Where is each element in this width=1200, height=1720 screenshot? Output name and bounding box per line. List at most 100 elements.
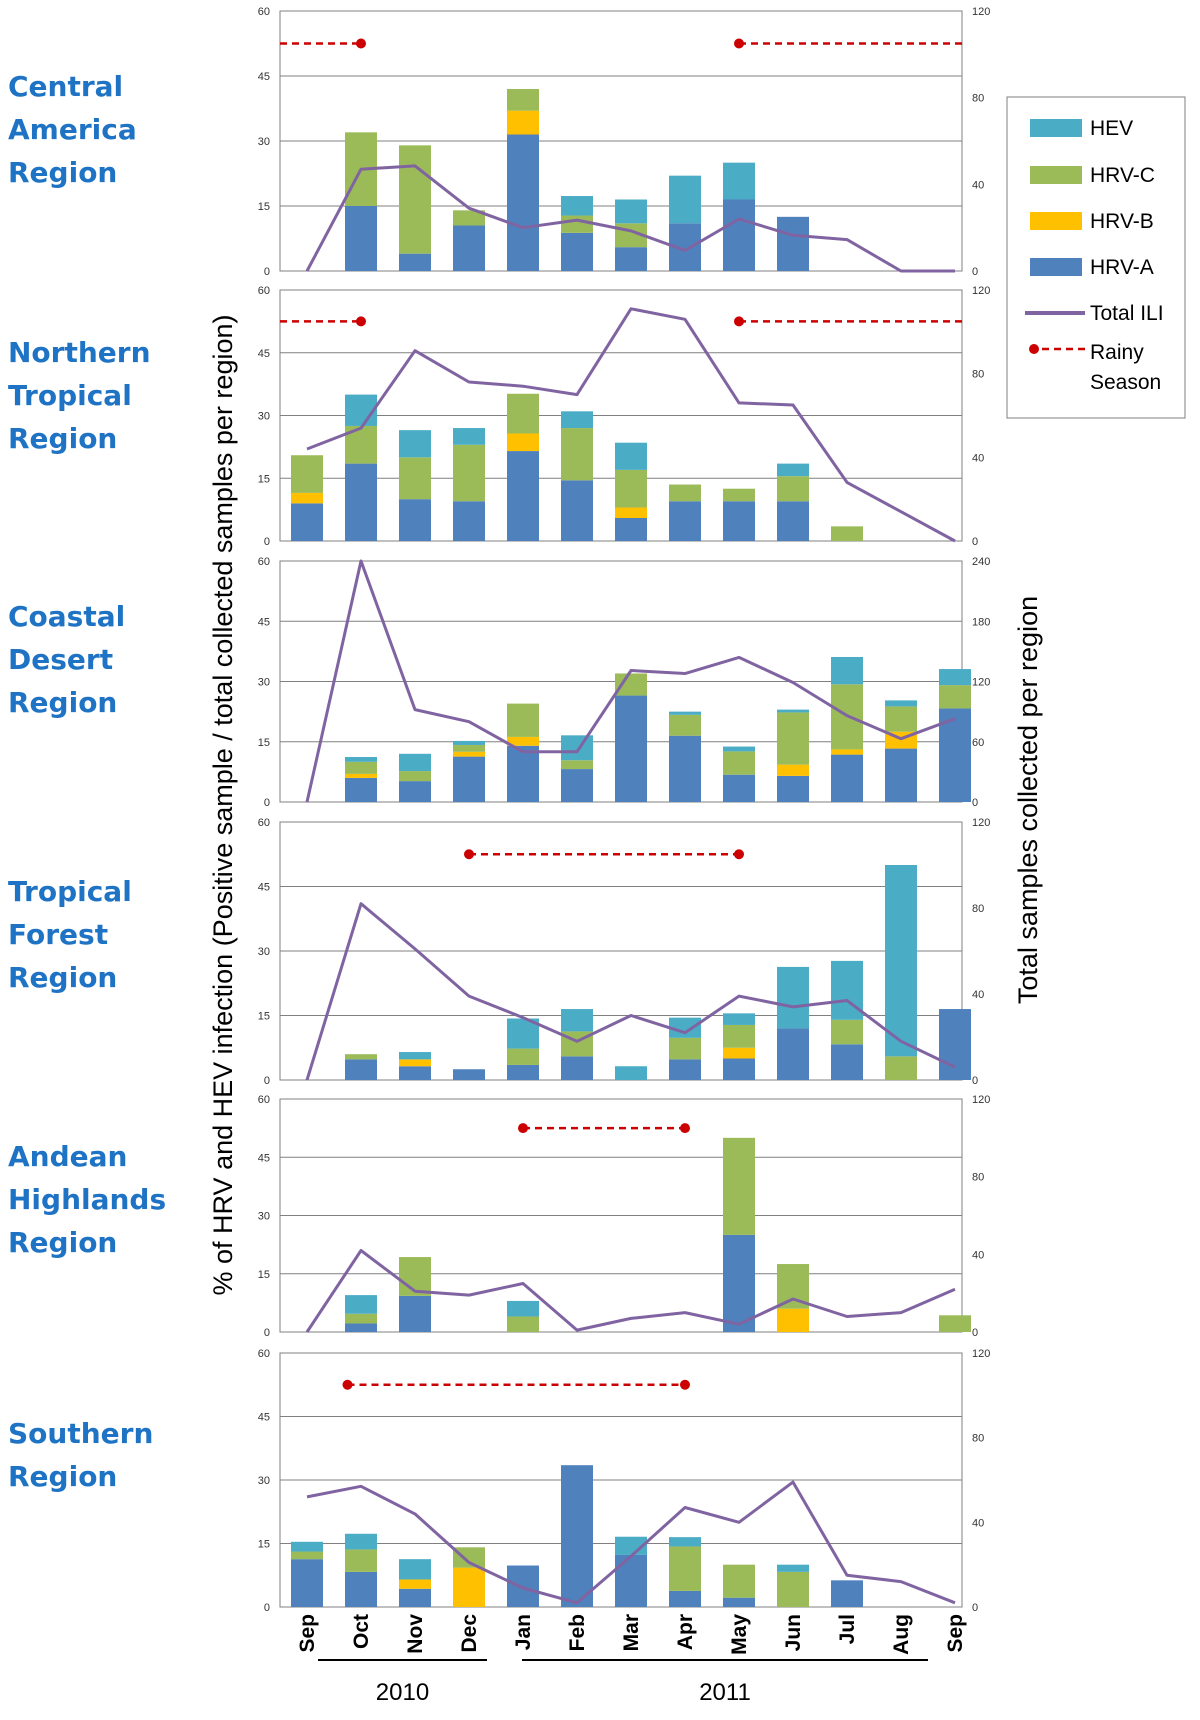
bar-hrv-a-0 xyxy=(291,1559,323,1607)
region-label: Andean xyxy=(8,1140,127,1173)
bar-hrv-c-10 xyxy=(831,526,863,541)
bar-hev-6 xyxy=(615,442,647,470)
chart-panels: 0 15 30 45 60 0 40 80 120 Central America Region 0 15… xyxy=(8,6,990,1614)
legend: HEV HRV-C HRV-B HRV-A Total ILI Rainy Season xyxy=(1006,96,1186,419)
bar-hev-4 xyxy=(507,1300,539,1317)
bar-hev-6 xyxy=(615,199,647,224)
year-label: 2010 xyxy=(376,1679,429,1706)
bar-hrv-c-4 xyxy=(507,89,539,111)
y2-tick-label: 120 xyxy=(972,285,990,297)
rainy-season-marker xyxy=(342,1379,353,1390)
bar-hrv-a-2 xyxy=(399,781,431,802)
bar-hev-3 xyxy=(453,428,485,445)
bar-hrv-c-8 xyxy=(723,488,755,502)
y-tick-label: 0 xyxy=(264,1327,270,1339)
bar-hev-8 xyxy=(723,1013,755,1025)
bar-hrv-c-9 xyxy=(777,1571,809,1607)
bar-hev-5 xyxy=(561,1009,593,1032)
bar-hrv-c-4 xyxy=(507,1048,539,1065)
bar-hrv-a-3 xyxy=(453,501,485,541)
bar-hrv-a-0 xyxy=(291,503,323,541)
y-tick-label: 0 xyxy=(264,536,270,548)
bar-hrv-b-9 xyxy=(777,764,809,776)
y-tick-label: 15 xyxy=(258,1011,270,1023)
y-tick-label: 60 xyxy=(258,817,270,829)
region-label: Region xyxy=(8,686,117,719)
bar-hrv-c-1 xyxy=(345,1054,377,1060)
bar-hrv-b-2 xyxy=(399,1579,431,1589)
bar-hrv-c-4 xyxy=(507,1316,539,1332)
rainy-season-marker xyxy=(356,38,366,49)
bar-hev-2 xyxy=(399,1559,431,1580)
bar-hev-5 xyxy=(561,411,593,429)
bar-hrv-b-3 xyxy=(453,751,485,757)
y-tick-label: 15 xyxy=(258,1269,270,1281)
total-ili-line xyxy=(306,307,956,543)
bar-hrv-c-3 xyxy=(453,744,485,752)
y-tick-label: 60 xyxy=(258,6,270,18)
region-label: Southern xyxy=(8,1417,153,1450)
region-label: Region xyxy=(8,1226,117,1259)
bar-hrv-a-4 xyxy=(507,745,539,802)
bar-hrv-a-8 xyxy=(723,1234,755,1332)
bar-hrv-b-6 xyxy=(615,507,647,518)
bar-hev-12 xyxy=(939,669,971,686)
bar-hrv-a-3 xyxy=(453,756,485,802)
legend-label: Total ILI xyxy=(1090,302,1164,325)
y2-tick-label: 120 xyxy=(972,677,990,689)
bar-hev-5 xyxy=(561,735,593,761)
bar-hev-11 xyxy=(885,700,917,707)
region-label: Desert xyxy=(8,643,113,676)
panel-1: 0 15 30 45 60 0 40 80 120 Northern Tropical Region xyxy=(8,285,990,548)
month-label: Sep xyxy=(296,1614,319,1653)
y2-tick-label: 0 xyxy=(972,1327,978,1339)
legend-label: HEV xyxy=(1090,117,1133,140)
bar-hrv-a-7 xyxy=(669,735,701,802)
bar-hrv-c-9 xyxy=(777,476,809,502)
bar-hrv-a-5 xyxy=(561,480,593,541)
bar-hrv-c-3 xyxy=(453,444,485,502)
y-tick-label: 15 xyxy=(258,473,270,485)
y2-tick-label: 40 xyxy=(972,179,984,191)
y-tick-label: 45 xyxy=(258,616,270,628)
bar-hrv-c-11 xyxy=(885,706,917,732)
rainy-season-marker xyxy=(734,38,744,49)
total-ili-line xyxy=(305,902,956,1081)
region-label: Region xyxy=(8,961,117,994)
month-label: Mar xyxy=(620,1614,643,1651)
bar-hrv-c-3 xyxy=(453,210,485,226)
bar-hrv-a-5 xyxy=(561,769,593,802)
bar-hev-10 xyxy=(831,656,863,685)
y-tick-label: 30 xyxy=(258,411,270,423)
bar-hrv-c-3 xyxy=(453,1547,485,1568)
region-label: Coastal xyxy=(8,600,125,633)
bar-hrv-a-4 xyxy=(507,134,539,271)
bar-hrv-b-2 xyxy=(399,1059,431,1067)
bar-hrv-a-1 xyxy=(345,1059,377,1080)
bar-hrv-a-4 xyxy=(507,1565,539,1607)
region-label: Highlands xyxy=(8,1183,166,1216)
total-ili-line xyxy=(306,1480,956,1605)
bar-hev-8 xyxy=(723,162,755,200)
bar-hrv-a-11 xyxy=(885,748,917,802)
bar-hrv-a-7 xyxy=(669,1590,701,1607)
bar-hrv-c-7 xyxy=(669,1546,701,1591)
y-tick-label: 60 xyxy=(258,1094,270,1106)
bar-hrv-a-5 xyxy=(561,1465,593,1607)
rainy-season-marker xyxy=(518,1123,528,1134)
bar-hrv-c-5 xyxy=(561,428,593,481)
y2-tick-label: 120 xyxy=(972,1094,990,1106)
y-tick-label: 30 xyxy=(258,1475,270,1487)
bar-hrv-a-7 xyxy=(669,1059,701,1080)
y2-tick-label: 40 xyxy=(972,452,984,464)
month-label: Nov xyxy=(404,1614,427,1654)
bar-hrv-a-8 xyxy=(723,774,755,802)
bar-hrv-c-6 xyxy=(615,469,647,508)
y-tick-label: 30 xyxy=(258,136,270,148)
bar-hrv-c-9 xyxy=(777,712,809,765)
bar-hrv-c-6 xyxy=(615,673,647,696)
bar-hrv-c-0 xyxy=(291,455,323,493)
bar-hrv-c-4 xyxy=(507,703,539,737)
bar-hev-11 xyxy=(885,865,917,1057)
bar-hrv-c-1 xyxy=(345,1549,377,1572)
